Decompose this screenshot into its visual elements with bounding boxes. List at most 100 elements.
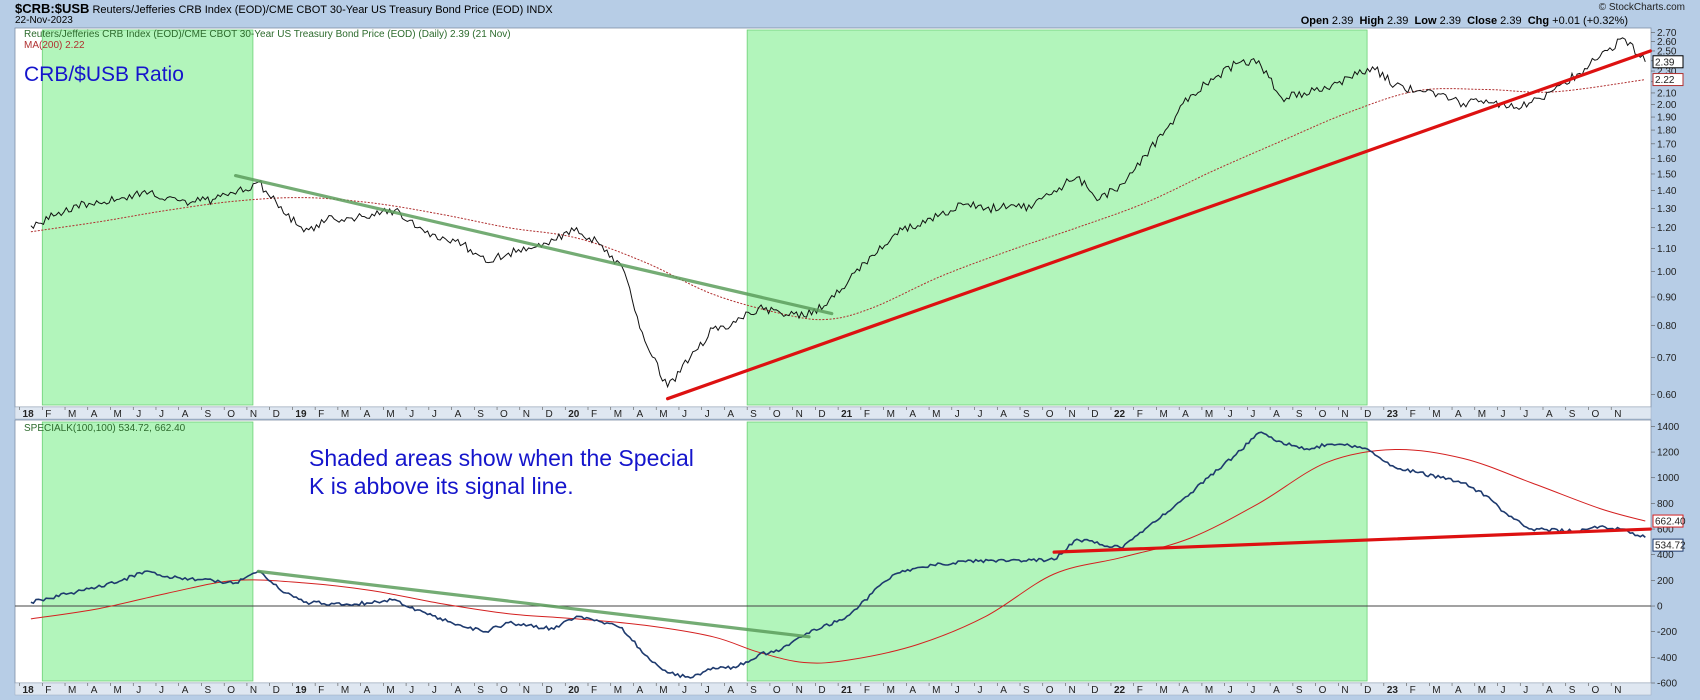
specialk-x-axis: 18 F M A M J J A S O N D 19 F M A M J J A S O N D 20 F M A M J J A S O N D 2… [14,682,1652,696]
ma-badge: 2.22 [1655,75,1675,86]
x-tick-label: A [364,685,371,696]
x-tick-label: S [1296,685,1303,696]
x-tick-label: M [386,685,394,696]
x-tick-label: N [1614,685,1621,696]
x-tick-label: O [1319,409,1327,420]
close-label: Close [1467,15,1498,27]
y-tick-label: 1400 [1657,422,1680,433]
signal-badge-box [1652,514,1684,528]
x-tick-label: O [500,685,508,696]
y-tick-label: 1.00 [1657,267,1677,278]
x-tick-label: A [1546,409,1553,420]
ratio-panel: 2.702.602.502.402.302.202.102.001.901.80… [14,27,1684,408]
chart-date: 22-Nov-2023 [15,15,73,26]
specialk-panel: 1400 1200 1000 800 600 400 200 0 -200 -400 -600 662… [14,419,1686,690]
x-tick-label: J [1228,409,1233,420]
x-tick-label: 22 [1114,409,1126,420]
x-tick-label: J [1501,409,1506,420]
x-tick-label: 23 [1387,409,1399,420]
x-tick-label: S [204,409,211,420]
x-tick-label: M [614,409,622,420]
x-tick-label: M [614,685,622,696]
x-tick-label: 20 [568,409,580,420]
x-tick-label: M [341,685,349,696]
x-tick-label: N [1341,685,1348,696]
x-axis-strip [14,406,1652,420]
x-tick-label: A [1000,685,1007,696]
x-tick-label: S [750,685,757,696]
x-tick-label: O [1046,409,1054,420]
signal-badge: 662.40 [1655,517,1686,528]
x-tick-label: J [432,409,437,420]
x-tick-label: A [909,685,916,696]
x-tick-label: A [636,685,643,696]
x-tick-label: S [1023,409,1030,420]
copyright: © StockCharts.com [1598,2,1685,13]
x-tick-label: M [68,685,76,696]
x-tick-label: S [1296,409,1303,420]
x-tick-label: M [659,685,667,696]
x-tick-label: A [1182,685,1189,696]
x-tick-label: M [386,409,394,420]
x-tick-label: A [91,409,98,420]
x-tick-label: J [159,685,164,696]
y-tick-label: 2.60 [1657,37,1677,48]
x-tick-label: D [1364,685,1371,696]
y-tick-label: 1.60 [1657,154,1677,165]
green-trendline [233,173,834,316]
x-tick-label: J [978,685,983,696]
x-tick-label: A [1182,409,1189,420]
x-tick-label: M [68,409,76,420]
exchange: INDX [526,4,553,16]
y-tick-label: 1.10 [1657,244,1677,255]
y-tick-label: 2.50 [1657,46,1677,57]
x-tick-label: A [1273,409,1280,420]
x-tick-label: S [204,685,211,696]
specialk-line [30,431,1646,679]
x-tick-label: M [932,685,940,696]
x-tick-label: M [1159,409,1167,420]
x-tick-label: J [136,409,141,420]
x-tick-label: M [1432,409,1440,420]
x-axis-strip [14,682,1652,696]
annotation-line-2: K is abbove its signal line. [309,473,574,499]
green-trendline [256,569,811,639]
x-tick-label: A [182,685,189,696]
x-tick-label: O [1046,685,1054,696]
x-tick-label: 22 [1114,685,1126,696]
y-tick-label: 1.70 [1657,139,1677,150]
x-tick-label: J [136,685,141,696]
x-tick-label: A [91,685,98,696]
ratio-x-axis: 18 F M A M J J A S O N D 19 F M A M J J A S O N D 20 F M A M J J A S O N D 2… [14,406,1652,420]
x-tick-label: N [1068,409,1075,420]
x-tick-label: J [682,409,687,420]
x-tick-label: A [455,409,462,420]
symbol-description: Reuters/Jefferies CRB Index (EOD)/CME CB… [92,4,524,16]
y-tick-label: 1200 [1657,448,1680,459]
x-tick-label: F [864,685,870,696]
ratio-legend-ma: MA(200) 2.22 [24,40,85,51]
x-tick-label: A [364,409,371,420]
x-tick-label: O [500,409,508,420]
y-tick-label: 0.90 [1657,292,1677,303]
x-tick-label: A [909,409,916,420]
x-tick-label: A [1546,685,1553,696]
shaded-region [41,29,254,406]
x-tick-label: A [1455,685,1462,696]
low-value: 2.39 [1439,15,1461,27]
open-value: 2.39 [1331,15,1354,27]
x-tick-label: D [1091,409,1098,420]
x-tick-label: J [705,409,710,420]
x-tick-label: S [1569,685,1576,696]
x-tick-label: A [1455,409,1462,420]
x-tick-label: F [1137,685,1143,696]
x-tick-label: J [1250,409,1255,420]
ma-badge-box [1652,73,1684,87]
x-tick-label: M [932,409,940,420]
x-tick-label: J [978,409,983,420]
x-tick-label: J [1523,685,1528,696]
x-tick-label: 20 [568,685,580,696]
specialk-legend: SPECIALK(100,100) 534.72, 662.40 [24,423,186,434]
x-tick-label: F [318,685,324,696]
x-tick-label: J [409,685,414,696]
